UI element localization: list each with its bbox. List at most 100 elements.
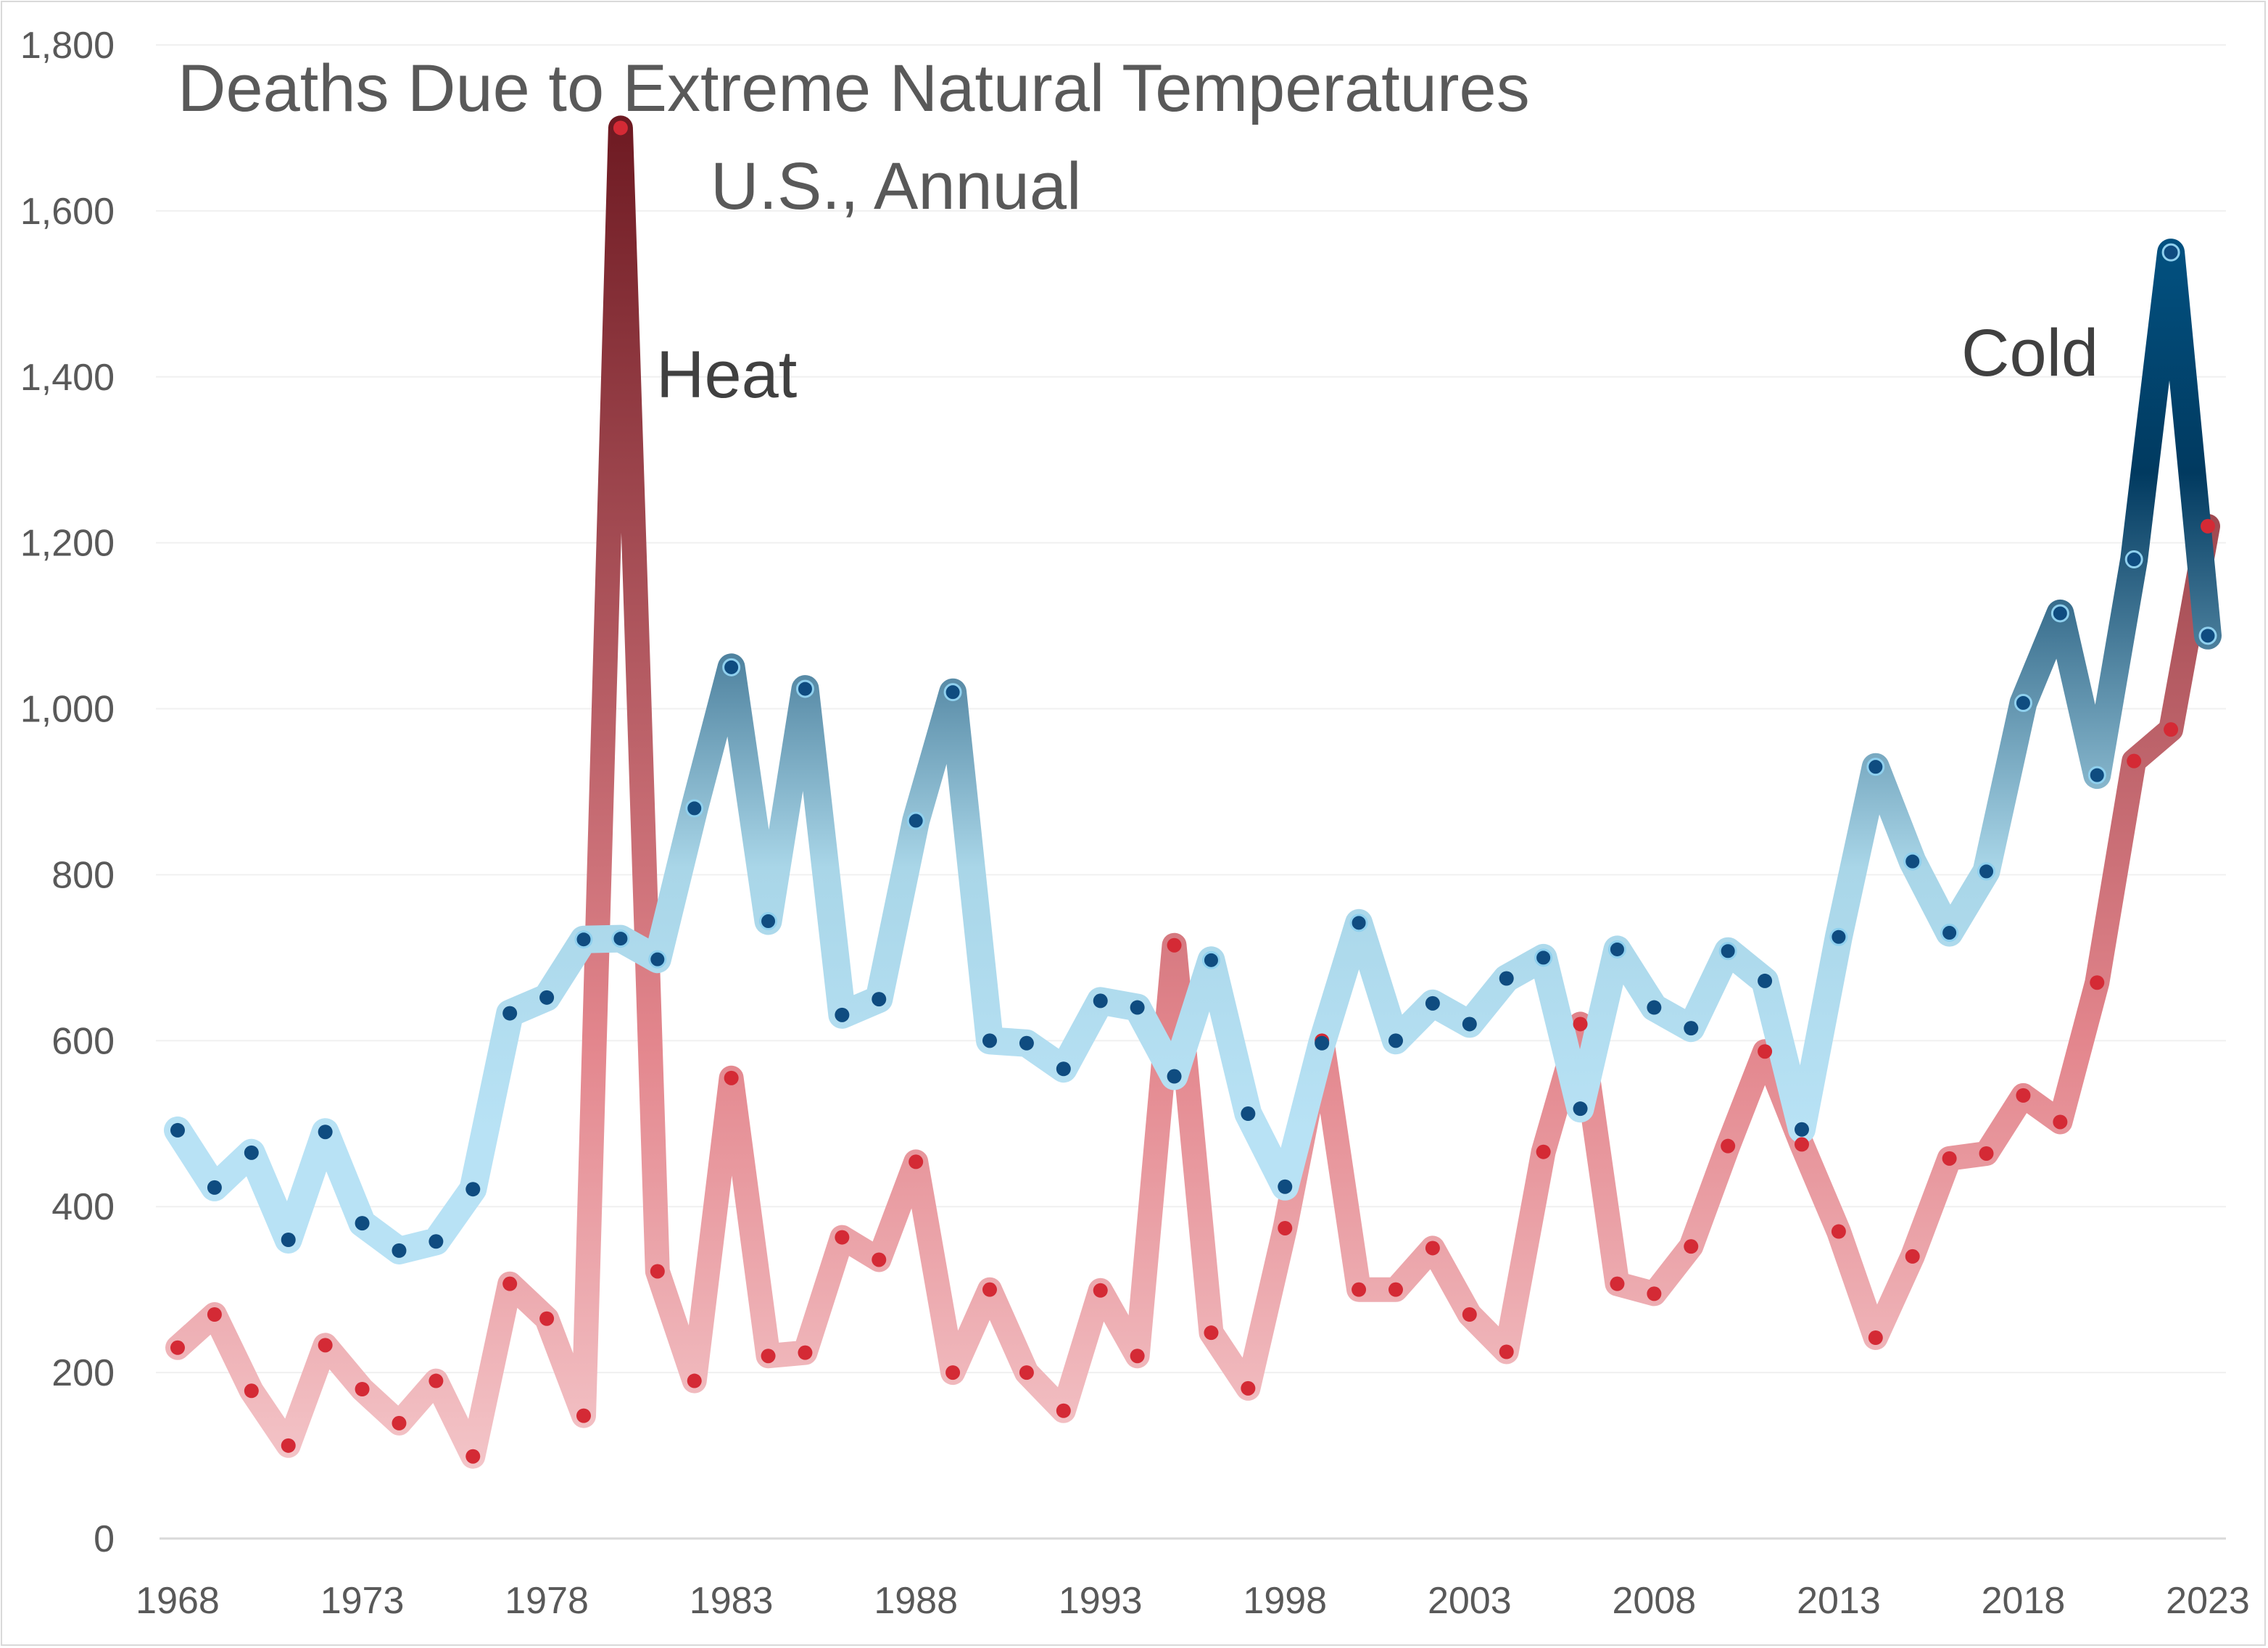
cold-data-point xyxy=(1093,993,1108,1009)
cold-data-point xyxy=(392,1243,407,1258)
cold-data-point xyxy=(1647,1000,1662,1015)
heat-data-point xyxy=(1758,1044,1773,1059)
cold-data-point xyxy=(539,990,555,1005)
cold-data-point xyxy=(1829,927,1848,946)
cold-data-point xyxy=(1388,1033,1403,1048)
x-tick-label: 1983 xyxy=(690,1580,774,1622)
heat-data-point xyxy=(1093,1283,1108,1298)
cold-data-point xyxy=(685,799,704,818)
heat-data-point xyxy=(576,1408,591,1423)
cold-data-point xyxy=(1977,862,1996,881)
heat-data-point xyxy=(724,1070,739,1085)
cold-data-point xyxy=(943,683,962,702)
heat-data-point xyxy=(1499,1344,1514,1359)
cold-data-point xyxy=(1201,951,1220,969)
cold-data-point xyxy=(1866,758,1885,777)
heat-data-point xyxy=(539,1311,555,1326)
x-tick-label: 1978 xyxy=(505,1580,589,1622)
y-tick-label: 1,400 xyxy=(20,357,115,399)
heat-data-point xyxy=(687,1373,702,1388)
cold-data-point xyxy=(1130,1000,1145,1015)
heat-series-label: Heat xyxy=(656,338,798,412)
heat-data-point xyxy=(1536,1144,1551,1159)
heat-data-point xyxy=(244,1383,259,1399)
cold-data-point xyxy=(2198,626,2217,645)
cold-data-point xyxy=(722,658,741,676)
heat-data-point xyxy=(1905,1249,1920,1264)
heat-data-point xyxy=(1721,1138,1736,1154)
axes: 0 200 400 600 800 1,000 1,200 1,400 1,600 1,800 19… xyxy=(20,25,2250,1622)
cold-data-point xyxy=(429,1234,444,1249)
cold-data-point xyxy=(2124,550,2143,569)
cold-data-point xyxy=(1607,940,1626,958)
cold-data-point xyxy=(1056,1061,1071,1077)
heat-data-point xyxy=(1425,1241,1440,1256)
x-tick-label: 1998 xyxy=(1243,1580,1327,1622)
heat-data-point xyxy=(170,1340,185,1355)
cold-data-point xyxy=(982,1033,997,1048)
cold-data-point xyxy=(611,929,630,948)
heat-data-point xyxy=(502,1276,518,1291)
heat-data-point xyxy=(1056,1403,1071,1418)
heat-data-point xyxy=(429,1373,444,1388)
cold-data-point xyxy=(1795,1122,1809,1137)
gridlines xyxy=(156,44,2226,1374)
x-tick-label: 1988 xyxy=(874,1580,958,1622)
heat-data-point xyxy=(1462,1307,1477,1322)
heat-data-point xyxy=(1868,1330,1883,1346)
cold-data-point xyxy=(1019,1035,1034,1051)
series-lines xyxy=(164,115,2222,1469)
y-tick-label: 200 xyxy=(51,1352,115,1394)
cold-data-point xyxy=(1940,924,1959,943)
heat-data-point xyxy=(2164,722,2179,737)
cold-data-point xyxy=(1167,1069,1182,1084)
heat-data-point xyxy=(1241,1380,1256,1396)
x-tick-label: 2008 xyxy=(1613,1580,1697,1622)
cold-data-point xyxy=(1349,914,1368,932)
heat-data-point xyxy=(2090,975,2105,990)
heat-data-point xyxy=(207,1307,222,1322)
cold-data-point xyxy=(2161,243,2180,262)
cold-data-point xyxy=(1278,1179,1293,1194)
cold-data-point xyxy=(1534,948,1553,967)
cold-series-label: Cold xyxy=(1961,316,2099,390)
heat-data-point xyxy=(1019,1365,1034,1380)
cold-data-point xyxy=(281,1233,296,1247)
heat-series-line xyxy=(165,115,2220,1469)
cold-data-point xyxy=(835,1007,850,1022)
cold-data-point xyxy=(318,1125,333,1140)
heat-data-point xyxy=(1610,1276,1625,1291)
heat-data-point xyxy=(1942,1151,1957,1166)
cold-data-point xyxy=(2087,766,2106,784)
heat-data-point xyxy=(1647,1286,1662,1301)
heat-data-point xyxy=(613,120,628,136)
cold-data-point xyxy=(207,1180,222,1195)
chart-title: Deaths Due to Extreme Natural Temperatur… xyxy=(178,51,1530,125)
x-tick-label: 2023 xyxy=(2166,1580,2250,1622)
cold-data-point xyxy=(502,1006,518,1021)
y-tick-label: 800 xyxy=(51,854,115,896)
heat-data-point xyxy=(465,1449,481,1464)
heat-data-point xyxy=(872,1252,887,1267)
heat-data-point xyxy=(761,1349,776,1364)
heat-data-point xyxy=(1684,1239,1699,1254)
heat-data-point xyxy=(1831,1224,1846,1239)
heat-data-point xyxy=(318,1338,333,1353)
cold-data-point xyxy=(648,950,667,969)
y-tick-label: 1,600 xyxy=(20,191,115,233)
cold-data-point xyxy=(244,1145,259,1160)
cold-data-point xyxy=(1718,942,1737,961)
heat-data-point xyxy=(1204,1325,1219,1341)
heat-data-point xyxy=(1167,937,1182,953)
cold-data-point xyxy=(355,1216,370,1231)
x-tick-label: 2003 xyxy=(1428,1580,1512,1622)
heat-data-point xyxy=(1573,1016,1588,1032)
cold-data-point xyxy=(2014,694,2032,713)
cold-data-point xyxy=(1903,852,1922,871)
heat-data-point xyxy=(1795,1137,1809,1152)
heat-data-point xyxy=(1278,1220,1293,1235)
heat-data-point xyxy=(2201,518,2215,534)
x-tick-label: 1993 xyxy=(1059,1580,1143,1622)
x-tick-label: 1968 xyxy=(136,1580,220,1622)
